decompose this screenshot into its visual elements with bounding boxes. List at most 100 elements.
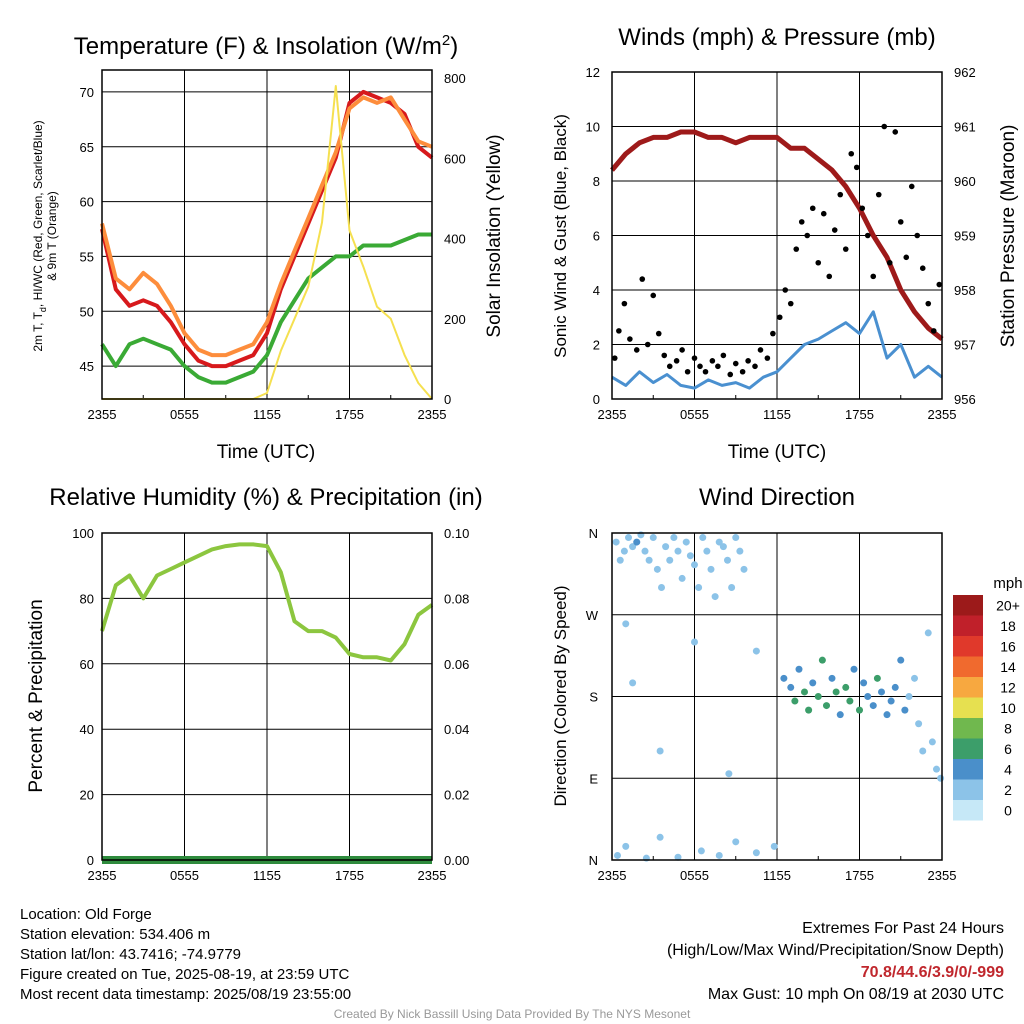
winds-xtick-label: 0555 — [680, 407, 709, 422]
wind-direction-point — [697, 847, 705, 855]
gust-point — [837, 191, 844, 198]
legend-label: 10 — [1000, 700, 1016, 716]
legend-label: 6 — [1004, 741, 1012, 757]
wind-direction-xtick-label: 0555 — [680, 868, 709, 883]
wind-direction-point — [736, 547, 744, 555]
gust-point — [709, 358, 716, 364]
gust-point — [757, 347, 764, 353]
pressure-ylabel-right: Station Pressure (Maroon) — [998, 125, 1019, 348]
pressure-ytick-label: 961 — [954, 120, 976, 135]
wind-direction-xtick-label: 2355 — [928, 868, 957, 883]
winds-xtick-label: 2355 — [928, 407, 957, 422]
wind-direction-point — [625, 534, 632, 542]
wind-direction-point — [924, 629, 932, 637]
gust-point — [727, 371, 734, 378]
gust-point — [621, 300, 628, 307]
wind-direction-point — [612, 538, 620, 546]
precip-ytick-label: 0.08 — [444, 591, 469, 606]
wind-direction-point — [719, 543, 727, 551]
legend-title: mph — [993, 575, 1022, 592]
wind-direction-point — [662, 543, 670, 551]
legend-label: 2 — [1004, 782, 1012, 798]
wind-direction-point — [649, 534, 657, 542]
legend-swatch — [953, 677, 983, 698]
wind-direction-point — [616, 556, 624, 564]
wind-direction-point — [770, 842, 778, 850]
wind-direction-point — [724, 556, 731, 564]
gust-point — [684, 368, 691, 375]
wind-direction-point — [620, 547, 628, 555]
gust-point — [870, 273, 877, 280]
wind-direction-point — [787, 683, 795, 691]
humidity-panel: Relative Humidity (%) & Precipitation (i… — [26, 484, 483, 883]
temperature-xlabel: Time (UTC) — [217, 442, 316, 463]
gust-point — [691, 355, 698, 361]
gust-point — [627, 336, 633, 342]
wind-direction-point — [911, 674, 918, 682]
wind-direction-point — [864, 693, 872, 700]
legend-swatch — [953, 779, 983, 800]
humidity-ylabel-left: Percent & Precipitation — [26, 599, 47, 792]
legend-swatch — [953, 718, 983, 739]
legend-swatch — [953, 636, 983, 657]
wind-direction-point — [691, 638, 698, 646]
wind-direction-point — [670, 534, 678, 542]
wind-direction-point — [674, 853, 682, 861]
temperature-xtick-label: 2355 — [418, 407, 447, 422]
wind-direction-ytick-label: N — [589, 526, 598, 541]
insolation-ytick-label: 0 — [444, 392, 451, 407]
precip-ytick-label: 0.00 — [444, 853, 469, 868]
temperature-xtick-label: 0555 — [170, 407, 199, 422]
wind-direction-point — [666, 556, 674, 564]
insolation-ylabel-right: Solar Insolation (Yellow) — [484, 134, 505, 337]
winds-series-line-0 — [611, 310, 943, 390]
wind-direction-point — [836, 711, 844, 719]
wind-direction-point — [674, 547, 682, 555]
wind-direction-point — [878, 688, 885, 696]
wind-direction-point — [678, 574, 686, 582]
gust-point — [853, 164, 860, 171]
wind-direction-point — [703, 547, 711, 555]
wind-direction-ytick-label: W — [586, 608, 599, 623]
gust-point — [793, 246, 800, 252]
humidity-plot-frame — [101, 532, 433, 861]
temperature-panel: Temperature (F) & Insolation (W/m2) Time… — [31, 32, 505, 463]
temperature-series-line-2 — [100, 232, 432, 385]
station-location: Location: Old Forge — [20, 906, 152, 923]
gust-point — [782, 287, 789, 293]
precip-ytick-label: 0.02 — [444, 788, 469, 803]
gust-point — [908, 183, 915, 190]
wind-direction-point — [846, 697, 854, 705]
humidity-ytick-label: 0 — [87, 853, 94, 868]
humidity-xtick-label: 0555 — [170, 868, 199, 883]
legend-swatch — [953, 595, 983, 616]
wind-direction-point — [805, 706, 813, 714]
winds-ytick-label: 10 — [586, 120, 600, 135]
legend-label: 18 — [1000, 618, 1016, 634]
gust-point — [770, 330, 776, 337]
wind-direction-point — [752, 647, 760, 655]
humidity-ytick-label: 60 — [80, 657, 94, 672]
temperature-ytick-label: 60 — [80, 195, 94, 210]
gust-point — [864, 232, 871, 239]
temperature-xtick-label: 1755 — [335, 407, 364, 422]
winds-ytick-label: 0 — [593, 392, 600, 407]
gust-point — [745, 358, 751, 364]
gust-point — [826, 273, 833, 280]
gust-point — [739, 368, 746, 375]
temperature-xtick-label: 1155 — [253, 407, 281, 422]
wind-direction-point — [860, 679, 868, 687]
insolation-ytick-label: 400 — [444, 232, 466, 247]
gust-point — [720, 352, 727, 359]
winds-xlabel: Time (UTC) — [728, 442, 827, 463]
legend-swatch — [953, 697, 983, 718]
insolation-ytick-label: 600 — [444, 151, 466, 166]
gust-point — [732, 360, 739, 367]
gust-point — [633, 347, 640, 353]
wind-direction-point — [919, 747, 927, 755]
wind-direction-point — [891, 683, 899, 691]
temperature-title: Temperature (F) & Insolation (W/m2) — [74, 32, 458, 60]
figure-created: Figure created on Tue, 2025-08-19, at 23… — [20, 966, 350, 983]
gust-point — [611, 355, 618, 361]
